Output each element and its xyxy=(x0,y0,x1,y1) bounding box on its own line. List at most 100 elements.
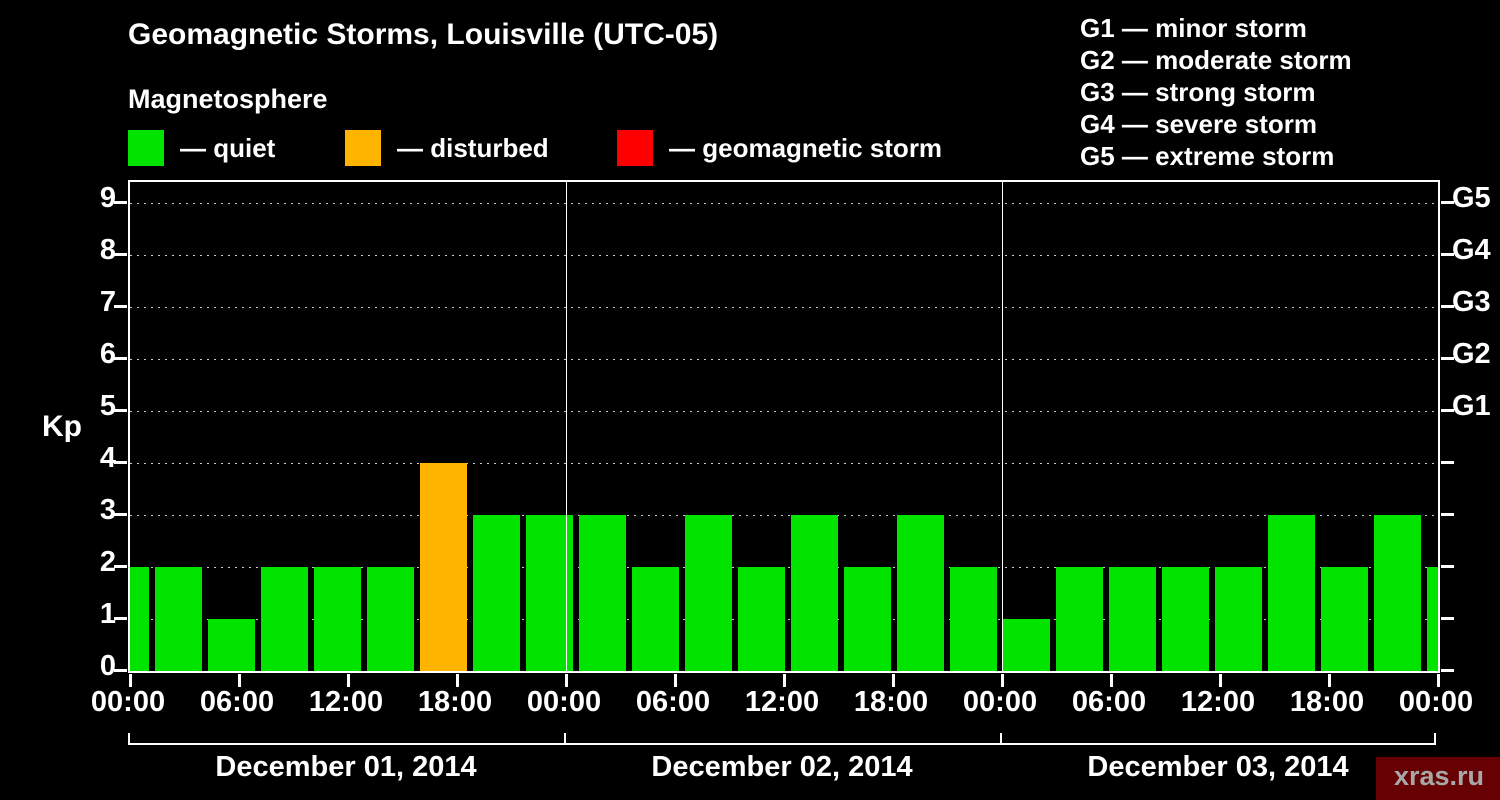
date-axis-tick xyxy=(1000,733,1002,745)
y-axis-tick xyxy=(1441,253,1454,256)
gridline-kp-9 xyxy=(130,203,1438,204)
kp-bar xyxy=(130,567,149,671)
kp-bar xyxy=(367,567,414,671)
x-axis-tick xyxy=(892,674,895,687)
gridline-kp-5 xyxy=(130,411,1438,412)
y-axis-tick xyxy=(1441,617,1454,620)
disturbed-color-swatch xyxy=(345,130,381,166)
legend-item-disturbed: — disturbed xyxy=(345,130,549,166)
y-tick-label: 8 xyxy=(99,234,116,266)
kp-bar xyxy=(1003,619,1050,671)
time-tick-label: 00:00 xyxy=(526,686,602,718)
kp-bar xyxy=(579,515,626,671)
time-tick-label: 00:00 xyxy=(90,686,166,718)
y-axis-tick xyxy=(114,409,127,412)
kp-bar xyxy=(1427,567,1438,671)
time-tick-label: 18:00 xyxy=(853,686,929,718)
kp-bar xyxy=(526,515,573,671)
y-axis-tick xyxy=(114,565,127,568)
x-axis-tick xyxy=(456,674,459,687)
x-axis-tick xyxy=(674,674,677,687)
legend-heading: Magnetosphere xyxy=(128,84,328,114)
x-axis-tick xyxy=(1328,674,1331,687)
time-tick-label: 00:00 xyxy=(962,686,1038,718)
g-scale-tick-label: G1 xyxy=(1452,390,1491,422)
kp-bar xyxy=(261,567,308,671)
y-axis-tick xyxy=(114,357,127,360)
y-tick-label: 4 xyxy=(99,442,116,474)
gridline-kp-7 xyxy=(130,307,1438,308)
legend-label-disturbed: — disturbed xyxy=(397,132,549,163)
g-scale-tick-label: G2 xyxy=(1452,338,1491,370)
y-axis-tick xyxy=(1441,669,1454,672)
kp-bar xyxy=(897,515,944,671)
kp-bar xyxy=(950,567,997,671)
y-tick-label: 3 xyxy=(99,494,116,526)
y-tick-label: 6 xyxy=(99,338,116,370)
legend-item-storm: — geomagnetic storm xyxy=(617,130,942,166)
date-axis-line xyxy=(128,743,1436,745)
g-scale-tick-label: G3 xyxy=(1452,286,1491,318)
time-tick-label: 18:00 xyxy=(417,686,493,718)
legend-item-quiet: — quiet xyxy=(128,130,275,166)
date-axis: December 01, 2014 December 02, 2014 Decemb… xyxy=(128,733,1436,799)
y-axis-tick xyxy=(1441,461,1454,464)
y-tick-label: 2 xyxy=(99,546,116,578)
time-tick-label: 18:00 xyxy=(1289,686,1365,718)
date-label: December 02, 2014 xyxy=(651,751,913,783)
y-axis-title: Kp xyxy=(42,410,82,443)
kp-bar xyxy=(155,567,202,671)
x-axis-tick xyxy=(129,674,132,687)
y-tick-label: 9 xyxy=(99,182,116,214)
y-axis-tick xyxy=(1441,357,1454,360)
y-axis-tick xyxy=(1441,513,1454,516)
y-tick-label: 0 xyxy=(99,650,116,682)
y-axis-tick xyxy=(1441,201,1454,204)
kp-bar xyxy=(208,619,255,671)
plot-area xyxy=(114,180,1454,687)
kp-bar xyxy=(420,463,467,671)
date-axis-tick xyxy=(128,733,130,745)
kp-bar xyxy=(1268,515,1315,671)
chart-title: Geomagnetic Storms, Louisville (UTC-05) xyxy=(128,18,719,51)
g-scale-legend-line: G2 — moderate storm xyxy=(1080,45,1352,75)
kp-bar xyxy=(1109,567,1156,671)
date-axis-tick xyxy=(1434,733,1436,745)
g-scale-legend-line: G1 — minor storm xyxy=(1080,13,1307,43)
date-axis-tick xyxy=(564,733,566,745)
kp-bar xyxy=(1215,567,1262,671)
time-tick-label: 06:00 xyxy=(1071,686,1147,718)
time-tick-label: 00:00 xyxy=(1398,686,1474,718)
y-axis-tick xyxy=(114,305,127,308)
time-tick-label: 12:00 xyxy=(308,686,384,718)
kp-bar xyxy=(314,567,361,671)
time-tick-label: 12:00 xyxy=(1180,686,1256,718)
x-axis-tick xyxy=(1219,674,1222,687)
date-label: December 01, 2014 xyxy=(215,751,477,783)
y-axis-tick xyxy=(114,513,127,516)
y-axis-tick xyxy=(1441,305,1454,308)
g-scale-legend: G1 — minor storm G2 — moderate storm G3 — … xyxy=(1080,12,1352,172)
g-scale-tick-label: G5 xyxy=(1452,182,1491,214)
x-axis-tick xyxy=(1110,674,1113,687)
time-tick-label: 06:00 xyxy=(199,686,275,718)
time-tick-label: 12:00 xyxy=(744,686,820,718)
legend-label-storm: — geomagnetic storm xyxy=(669,132,943,163)
x-axis-tick xyxy=(1437,674,1440,687)
kp-bar xyxy=(1162,567,1209,671)
y-axis-tick xyxy=(114,461,127,464)
kp-bar xyxy=(1374,515,1421,671)
y-tick-label: 5 xyxy=(99,390,116,422)
day-separator-line xyxy=(566,182,567,671)
y-axis-tick xyxy=(1441,409,1454,412)
kp-bar xyxy=(1056,567,1103,671)
y-axis-tick xyxy=(114,201,127,204)
x-axis-tick xyxy=(347,674,350,687)
gridline-kp-6 xyxy=(130,359,1438,360)
g-scale-tick-label: G4 xyxy=(1452,234,1491,266)
kp-bar xyxy=(1321,567,1368,671)
quiet-color-swatch xyxy=(128,130,164,166)
kp-bar xyxy=(685,515,732,671)
legend-label-quiet: — quiet xyxy=(180,132,276,163)
